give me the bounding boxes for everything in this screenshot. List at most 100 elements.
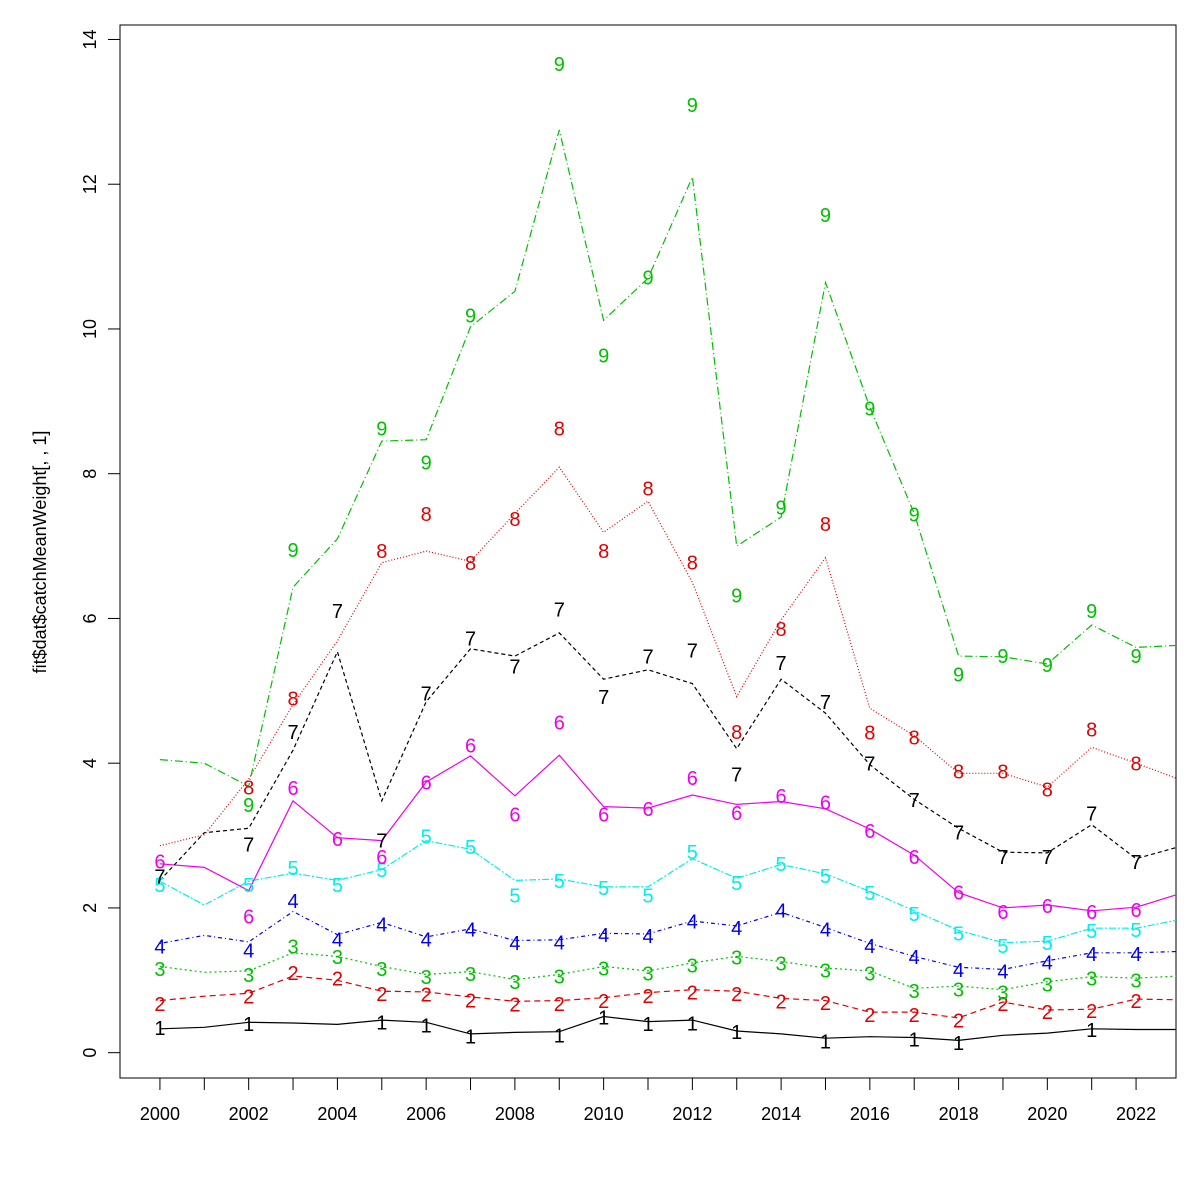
point-label-3: 3 — [731, 948, 742, 970]
point-label-4: 4 — [909, 947, 920, 969]
x-tick-label: 2018 — [939, 1104, 979, 1124]
series-line-9 — [159, 129, 1176, 788]
point-label-8: 8 — [243, 778, 254, 800]
point-label-2: 2 — [154, 994, 165, 1016]
point-label-1: 1 — [731, 1022, 742, 1044]
point-label-2: 2 — [864, 1005, 875, 1027]
point-label-6: 6 — [687, 768, 698, 790]
point-label-5: 5 — [421, 827, 432, 849]
point-label-8: 8 — [376, 541, 387, 563]
point-label-2: 2 — [243, 987, 254, 1009]
point-label-6: 6 — [598, 804, 609, 826]
y-tick-label: 10 — [80, 319, 100, 339]
point-label-8: 8 — [731, 722, 742, 744]
point-label-9: 9 — [421, 453, 432, 475]
point-label-2: 2 — [731, 984, 742, 1006]
series-line-5 — [159, 839, 1176, 944]
point-label-4: 4 — [421, 929, 432, 951]
point-label-7: 7 — [287, 722, 298, 744]
point-label-5: 5 — [776, 854, 787, 876]
point-label-2: 2 — [820, 993, 831, 1015]
point-label-3: 3 — [776, 953, 787, 975]
y-tick-label: 12 — [80, 174, 100, 194]
series-line-2 — [159, 975, 1176, 1019]
point-label-1: 1 — [154, 1018, 165, 1040]
x-tick-label: 2004 — [317, 1104, 357, 1124]
y-axis-title: fit$dat$catchMeanWeight[, , 1] — [30, 431, 50, 674]
point-label-6: 6 — [909, 847, 920, 869]
point-label-7: 7 — [421, 683, 432, 705]
y-tick-label: 0 — [80, 1048, 100, 1058]
point-label-6: 6 — [287, 778, 298, 800]
point-label-3: 3 — [154, 959, 165, 981]
point-label-4: 4 — [864, 936, 875, 958]
point-label-8: 8 — [687, 552, 698, 574]
point-label-4: 4 — [287, 891, 298, 913]
point-label-7: 7 — [1131, 852, 1142, 874]
point-label-3: 3 — [598, 958, 609, 980]
point-label-7: 7 — [820, 692, 831, 714]
point-label-8: 8 — [1086, 720, 1097, 742]
series-line-7 — [159, 632, 1176, 881]
x-tick-label: 2022 — [1116, 1104, 1156, 1124]
point-label-6: 6 — [421, 772, 432, 794]
point-label-4: 4 — [376, 914, 387, 936]
point-label-6: 6 — [997, 902, 1008, 924]
point-label-2: 2 — [953, 1011, 964, 1033]
point-label-6: 6 — [154, 851, 165, 873]
point-label-8: 8 — [421, 504, 432, 526]
point-label-6: 6 — [1086, 902, 1097, 924]
point-label-7: 7 — [776, 653, 787, 675]
y-tick-label: 2 — [80, 903, 100, 913]
point-label-5: 5 — [997, 936, 1008, 958]
point-label-4: 4 — [687, 911, 698, 933]
point-label-7: 7 — [465, 628, 476, 650]
point-label-8: 8 — [820, 514, 831, 536]
point-label-1: 1 — [598, 1008, 609, 1030]
point-label-7: 7 — [1086, 804, 1097, 826]
point-label-4: 4 — [154, 937, 165, 959]
point-label-1: 1 — [909, 1029, 920, 1051]
point-label-9: 9 — [731, 586, 742, 608]
point-label-3: 3 — [332, 947, 343, 969]
point-label-7: 7 — [864, 754, 875, 776]
point-label-5: 5 — [642, 885, 653, 907]
point-label-1: 1 — [642, 1014, 653, 1036]
point-label-3: 3 — [687, 956, 698, 978]
point-label-9: 9 — [287, 540, 298, 562]
point-label-7: 7 — [509, 657, 520, 679]
point-label-5: 5 — [731, 873, 742, 895]
point-label-9: 9 — [642, 267, 653, 289]
x-axis: 2000 2002 2004 2006 2008 2010 2012 2014 2016 2018… — [140, 1077, 1176, 1124]
point-label-2: 2 — [332, 969, 343, 991]
point-label-9: 9 — [909, 505, 920, 527]
point-label-6: 6 — [376, 847, 387, 869]
point-label-8: 8 — [997, 762, 1008, 784]
x-tick-label: 2006 — [406, 1104, 446, 1124]
point-label-1: 1 — [820, 1032, 831, 1054]
point-label-6: 6 — [864, 821, 875, 843]
point-label-5: 5 — [909, 904, 920, 926]
point-label-9: 9 — [997, 646, 1008, 668]
point-label-7: 7 — [154, 867, 165, 889]
point-label-2: 2 — [909, 1005, 920, 1027]
point-label-3: 3 — [997, 982, 1008, 1004]
x-tick-label: 2008 — [495, 1104, 535, 1124]
y-tick-label: 14 — [80, 29, 100, 49]
point-label-6: 6 — [1042, 896, 1053, 918]
x-tick-label: 2016 — [850, 1104, 890, 1124]
point-label-4: 4 — [997, 961, 1008, 983]
point-label-6: 6 — [243, 906, 254, 928]
point-label-5: 5 — [554, 871, 565, 893]
point-label-3: 3 — [421, 967, 432, 989]
point-label-4: 4 — [332, 929, 343, 951]
point-label-9: 9 — [598, 345, 609, 367]
point-label-3: 3 — [465, 964, 476, 986]
point-label-5: 5 — [465, 837, 476, 859]
point-label-4: 4 — [465, 919, 476, 941]
point-label-8: 8 — [287, 688, 298, 710]
point-label-9: 9 — [376, 419, 387, 441]
point-label-3: 3 — [243, 965, 254, 987]
point-label-7: 7 — [1042, 847, 1053, 869]
point-label-9: 9 — [820, 205, 831, 227]
